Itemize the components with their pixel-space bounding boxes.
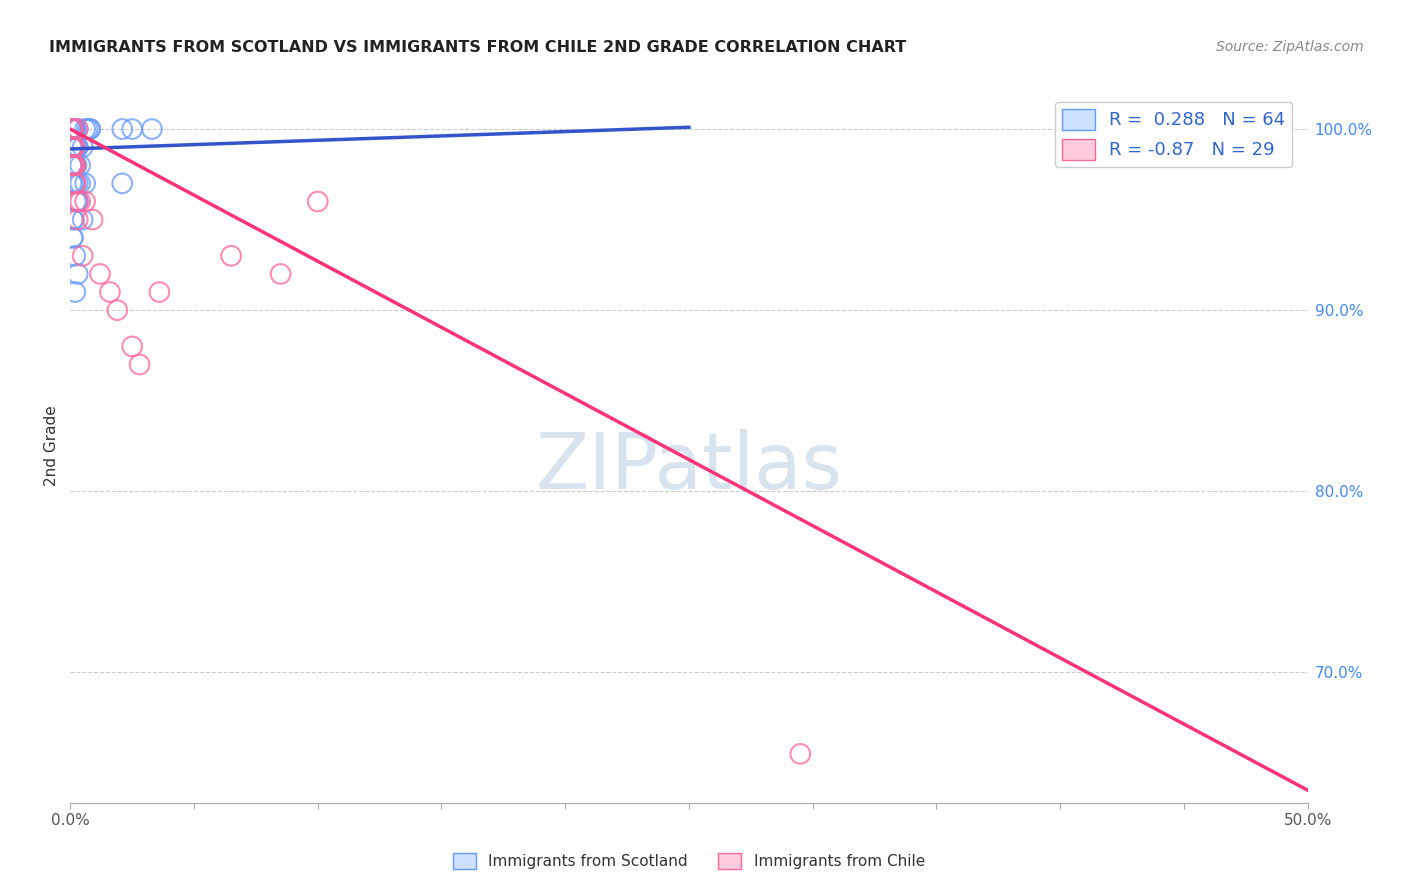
- Point: [111, 122, 134, 136]
- Y-axis label: 2nd Grade: 2nd Grade: [44, 406, 59, 486]
- Point: [62, 140, 84, 154]
- Point: [219, 249, 242, 263]
- Point: [66, 194, 89, 209]
- Point: [60, 122, 83, 136]
- Point: [62, 140, 84, 154]
- Point: [65, 158, 87, 172]
- Point: [98, 285, 121, 299]
- Point: [79, 122, 101, 136]
- Legend: Immigrants from Scotland, Immigrants from Chile: Immigrants from Scotland, Immigrants fro…: [447, 847, 931, 875]
- Point: [75, 177, 97, 191]
- Point: [121, 339, 143, 353]
- Text: ZIPatlas: ZIPatlas: [536, 429, 842, 506]
- Point: [60, 140, 83, 154]
- Point: [63, 158, 86, 172]
- Point: [65, 177, 87, 191]
- Point: [65, 122, 87, 136]
- Point: [60, 122, 83, 136]
- Point: [75, 194, 97, 209]
- Point: [66, 122, 89, 136]
- Point: [66, 122, 89, 136]
- Point: [63, 140, 86, 154]
- Point: [60, 140, 83, 154]
- Point: [62, 212, 84, 227]
- Point: [105, 303, 128, 318]
- Point: [72, 140, 94, 154]
- Point: [65, 158, 87, 172]
- Point: [69, 177, 91, 191]
- Point: [141, 122, 163, 136]
- Point: [62, 122, 84, 136]
- Point: [66, 194, 89, 209]
- Point: [72, 212, 94, 227]
- Point: [66, 177, 89, 191]
- Point: [60, 158, 83, 172]
- Point: [60, 122, 83, 136]
- Point: [69, 158, 91, 172]
- Point: [66, 212, 89, 227]
- Point: [72, 249, 94, 263]
- Point: [65, 158, 87, 172]
- Point: [62, 122, 84, 136]
- Point: [63, 122, 86, 136]
- Point: [62, 177, 84, 191]
- Point: [63, 212, 86, 227]
- Point: [62, 122, 84, 136]
- Point: [66, 194, 89, 209]
- Point: [65, 158, 87, 172]
- Point: [270, 267, 292, 281]
- Point: [65, 140, 87, 154]
- Legend: R =  0.288   N = 64, R = -0.87   N = 29: R = 0.288 N = 64, R = -0.87 N = 29: [1054, 102, 1292, 167]
- Point: [65, 285, 87, 299]
- Point: [62, 140, 84, 154]
- Point: [89, 267, 111, 281]
- Point: [307, 194, 329, 209]
- Point: [66, 140, 89, 154]
- Point: [60, 122, 83, 136]
- Point: [65, 249, 87, 263]
- Point: [82, 212, 104, 227]
- Point: [65, 177, 87, 191]
- Point: [79, 122, 101, 136]
- Point: [65, 177, 87, 191]
- Point: [60, 158, 83, 172]
- Point: [62, 140, 84, 154]
- Point: [62, 140, 84, 154]
- Point: [60, 122, 83, 136]
- Point: [60, 122, 83, 136]
- Point: [62, 230, 84, 244]
- Point: [60, 158, 83, 172]
- Point: [60, 140, 83, 154]
- Point: [69, 194, 91, 209]
- Point: [76, 122, 98, 136]
- Point: [789, 747, 811, 761]
- Point: [60, 122, 83, 136]
- Point: [62, 122, 84, 136]
- Point: [62, 158, 84, 172]
- Point: [62, 122, 84, 136]
- Text: IMMIGRANTS FROM SCOTLAND VS IMMIGRANTS FROM CHILE 2ND GRADE CORRELATION CHART: IMMIGRANTS FROM SCOTLAND VS IMMIGRANTS F…: [49, 40, 907, 55]
- Point: [66, 140, 89, 154]
- Point: [148, 285, 170, 299]
- Point: [60, 177, 83, 191]
- Point: [65, 194, 87, 209]
- Point: [65, 140, 87, 154]
- Point: [121, 122, 143, 136]
- Point: [62, 140, 84, 154]
- Point: [75, 122, 97, 136]
- Point: [63, 158, 86, 172]
- Text: Source: ZipAtlas.com: Source: ZipAtlas.com: [1216, 40, 1364, 54]
- Point: [63, 177, 86, 191]
- Point: [60, 122, 83, 136]
- Point: [111, 177, 134, 191]
- Point: [128, 358, 150, 372]
- Point: [65, 122, 87, 136]
- Point: [62, 122, 84, 136]
- Point: [63, 122, 86, 136]
- Point: [66, 267, 89, 281]
- Point: [65, 158, 87, 172]
- Point: [62, 230, 84, 244]
- Point: [63, 122, 86, 136]
- Point: [65, 158, 87, 172]
